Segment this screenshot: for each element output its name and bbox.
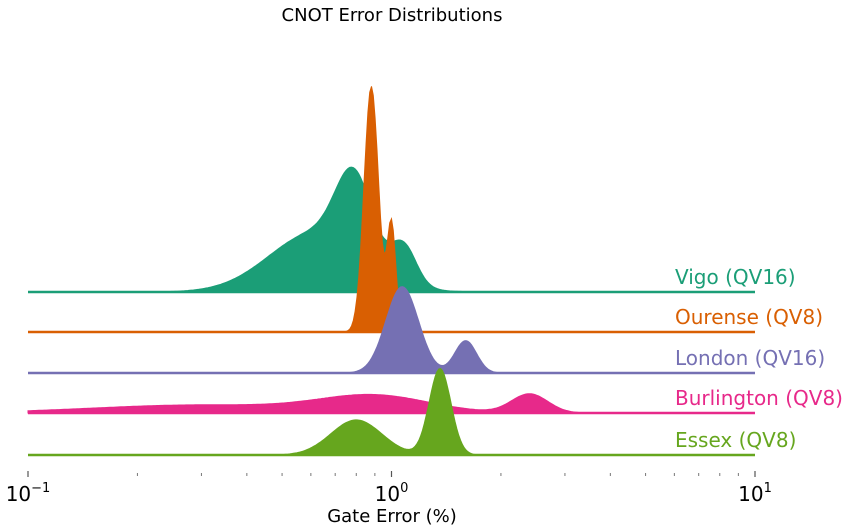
chart-title: CNOT Error Distributions [282,5,503,26]
ridge-area-4 [27,393,755,414]
ridge-area-2 [28,86,755,333]
series-label-2: Ourense (QV8) [675,305,823,329]
x-tick-label: 101 [738,481,772,506]
series-label-3: London (QV16) [675,346,825,370]
series-label-5: Essex (QV8) [675,428,796,452]
x-tick-label: 10−1 [6,481,51,506]
ridge-labels: Vigo (QV16) Ourense (QV8) London (QV16) Bur… [675,265,843,452]
ridges [27,86,755,457]
x-tick-label: 100 [375,481,409,506]
series-label-4: Burlington (QV8) [675,386,843,410]
x-axis: 10−1 100 101 [6,471,772,506]
series-label-1: Vigo (QV16) [675,265,796,289]
x-axis-label: Gate Error (%) [327,506,457,527]
